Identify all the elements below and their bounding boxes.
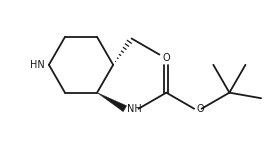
Polygon shape	[97, 93, 127, 112]
Text: NH: NH	[128, 104, 142, 114]
Text: HN: HN	[30, 60, 45, 70]
Text: O: O	[163, 53, 170, 63]
Text: O: O	[196, 104, 204, 114]
